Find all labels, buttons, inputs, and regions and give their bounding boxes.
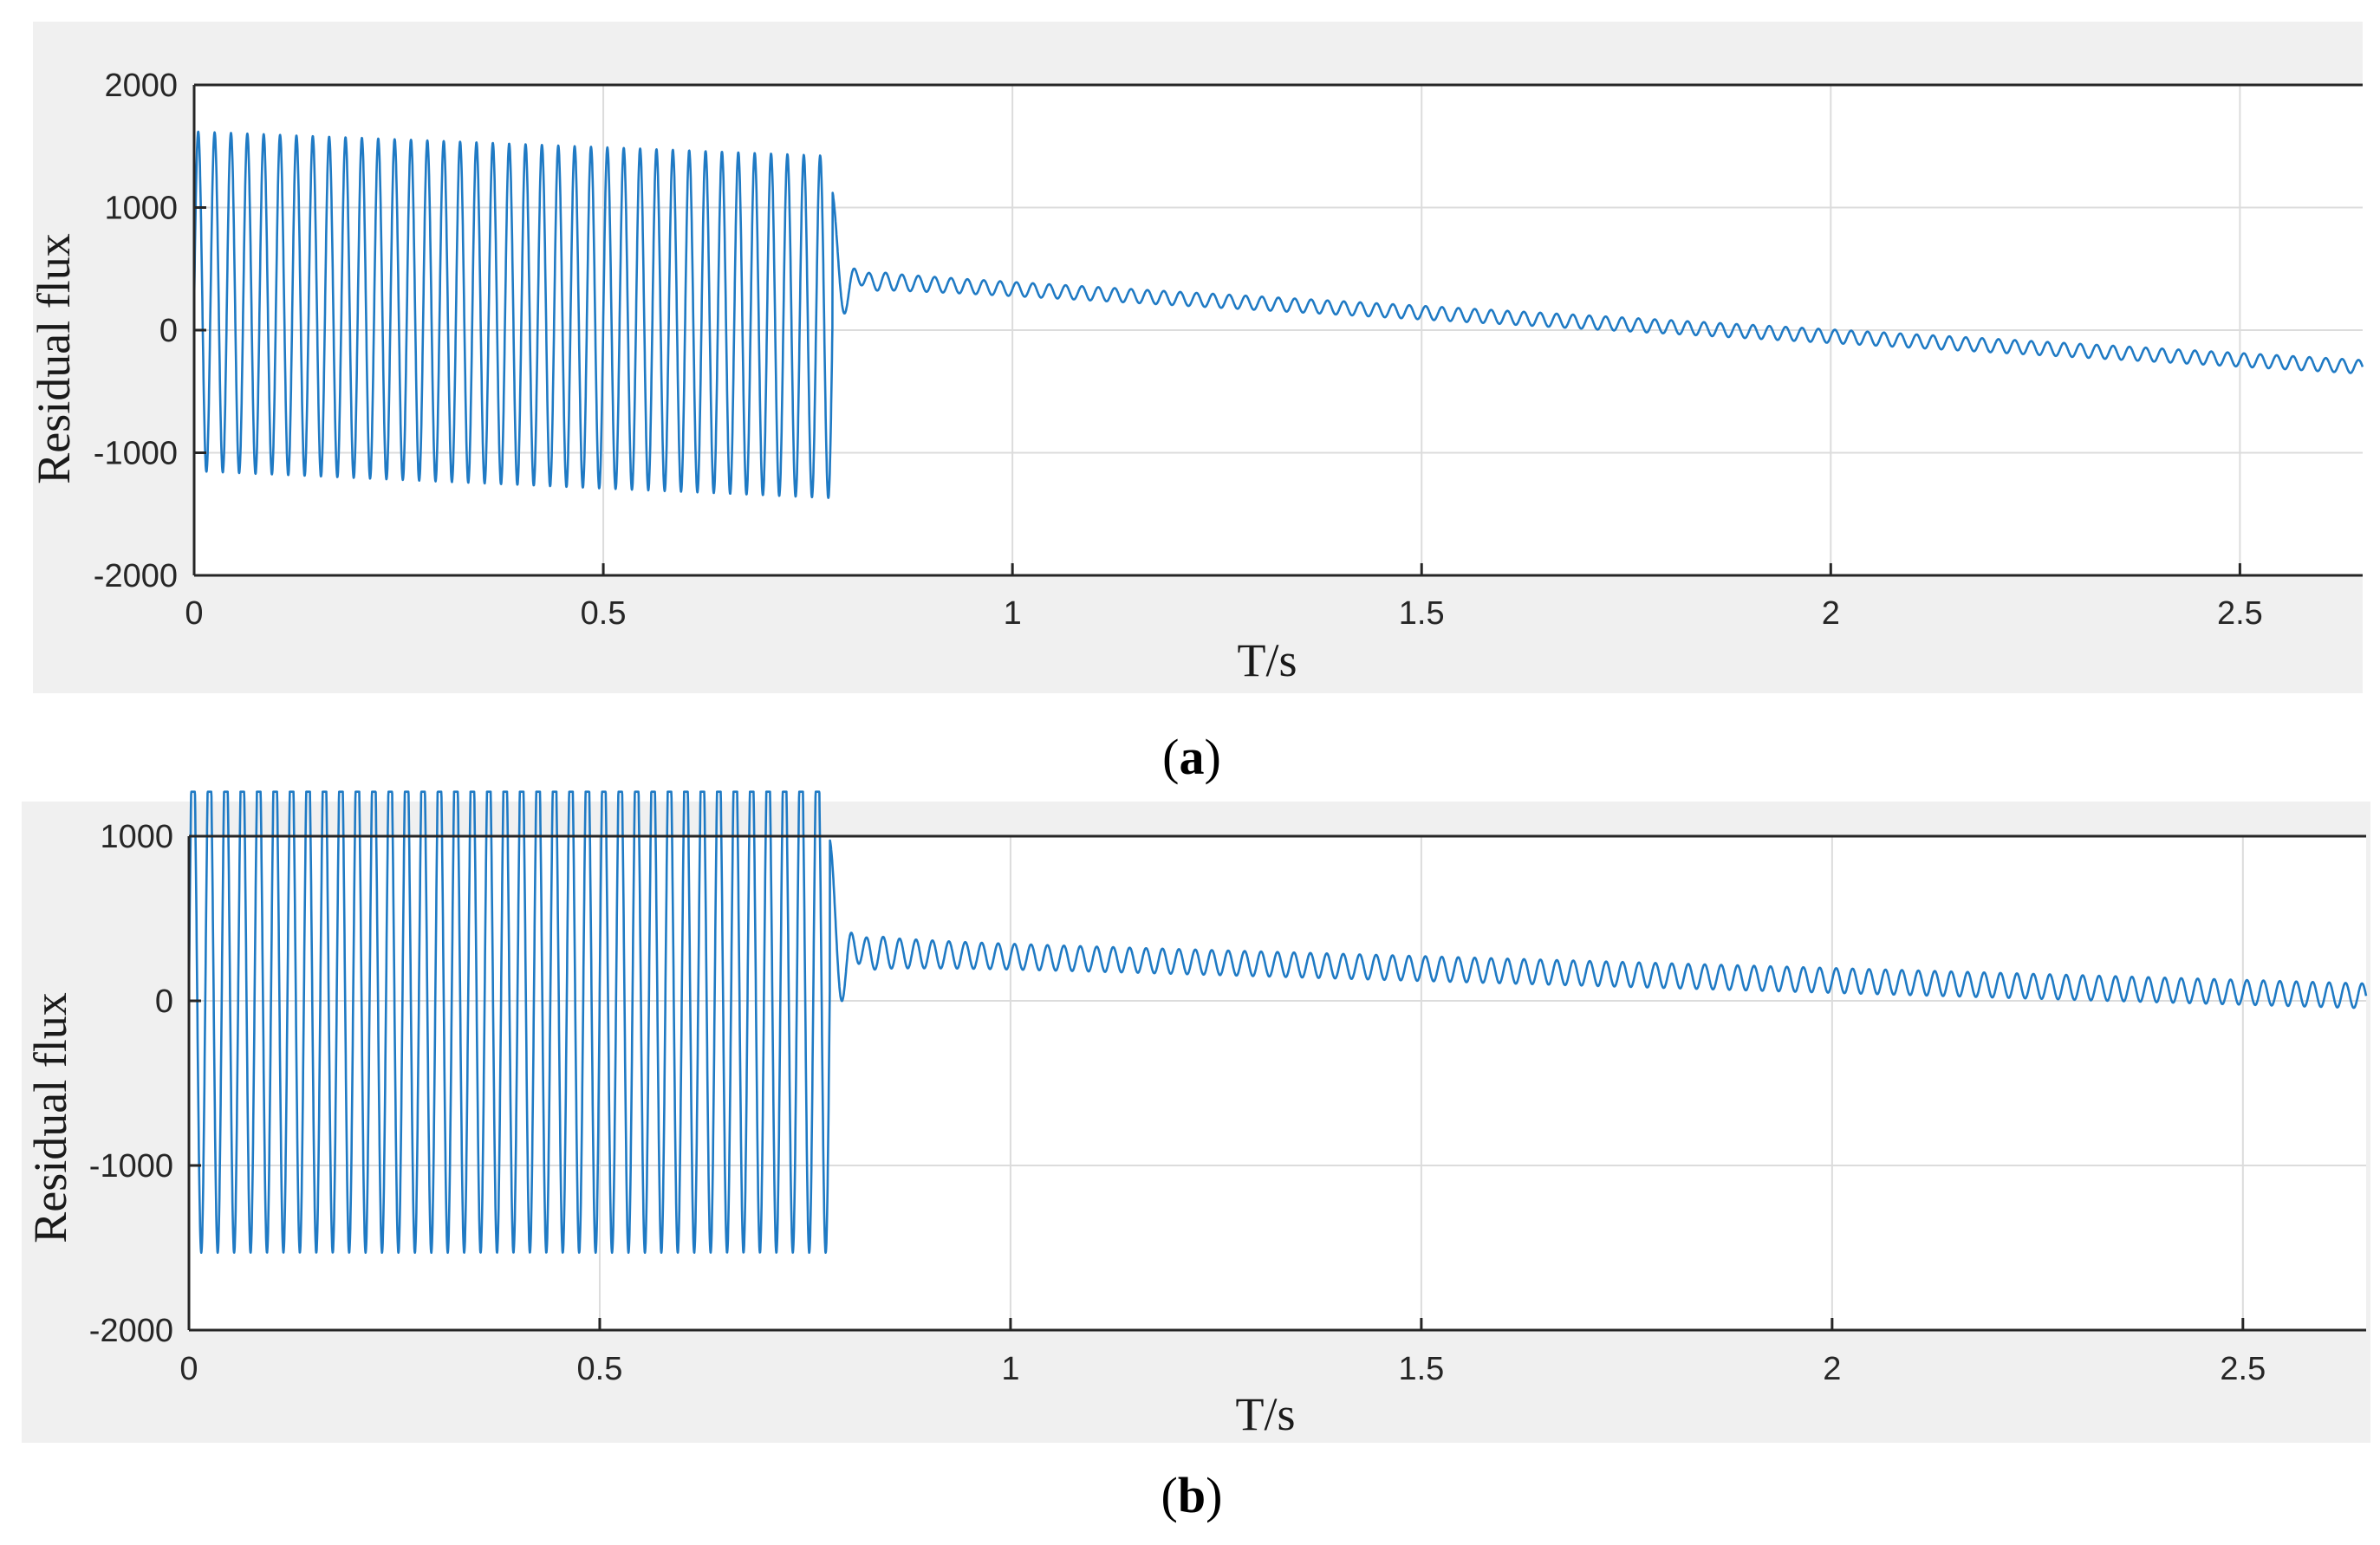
panel-b-x-tick-labels: 0 0.5 1 1.5 2 2.5 xyxy=(179,1351,2266,1387)
x-tick-label: 0.5 xyxy=(581,595,627,632)
residual-flux-series xyxy=(187,790,2368,1254)
panel-b-caption: (b) xyxy=(1161,1467,1223,1523)
y-tick-label: -2000 xyxy=(94,558,178,594)
y-tick-label: -2000 xyxy=(89,1313,173,1349)
y-tick-label: -1000 xyxy=(89,1148,173,1185)
panel-a-caption: (a) xyxy=(1162,729,1221,785)
y-tick-label: 0 xyxy=(155,983,173,1020)
x-tick-label: 1.5 xyxy=(1398,1351,1444,1387)
panel-a-axes xyxy=(192,83,2363,577)
panel-b: -2000 -1000 0 1000 0 0.5 1 1.5 2 2.5 Residual fl… xyxy=(22,790,2370,1443)
panel-b-axes xyxy=(187,834,2366,1332)
panel-a: -2000 -1000 0 1000 2000 0 0.5 1 1.5 2 2.5 Residua… xyxy=(28,22,2364,693)
panel-a-y-tick-labels: -2000 -1000 0 1000 2000 xyxy=(94,68,178,594)
panel-b-y-axis-title: Residual flux xyxy=(24,992,76,1243)
panel-b-caption-letter: b xyxy=(1178,1467,1206,1523)
x-tick-label: 0 xyxy=(185,595,203,632)
y-tick-label: 2000 xyxy=(104,68,178,104)
panel-a-y-axis-title: Residual flux xyxy=(28,233,80,484)
x-tick-label: 0 xyxy=(179,1351,198,1387)
x-tick-label: 0.5 xyxy=(577,1351,623,1387)
y-tick-label: -1000 xyxy=(94,436,178,472)
y-tick-label: 1000 xyxy=(104,191,178,227)
panel-a-caption-letter: a xyxy=(1180,729,1205,785)
x-tick-label: 2.5 xyxy=(2220,1351,2266,1387)
x-tick-label: 1 xyxy=(1004,595,1022,632)
x-tick-label: 2 xyxy=(1823,1351,1841,1387)
panel-a-x-axis-title: T/s xyxy=(1237,634,1297,686)
x-tick-label: 2 xyxy=(1822,595,1840,632)
x-tick-label: 1 xyxy=(1001,1351,1019,1387)
panel-b-y-tick-labels: -2000 -1000 0 1000 xyxy=(89,819,173,1349)
residual-flux-series xyxy=(192,130,2364,499)
panel-a-x-tick-labels: 0 0.5 1 1.5 2 2.5 xyxy=(185,595,2262,632)
x-tick-label: 2.5 xyxy=(2217,595,2263,632)
panel-b-signal xyxy=(187,790,2368,1254)
x-tick-label: 1.5 xyxy=(1399,595,1445,632)
y-tick-label: 0 xyxy=(159,313,178,349)
panel-a-signal xyxy=(192,130,2364,499)
y-tick-label: 1000 xyxy=(100,819,173,855)
panel-b-x-axis-title: T/s xyxy=(1235,1388,1295,1440)
